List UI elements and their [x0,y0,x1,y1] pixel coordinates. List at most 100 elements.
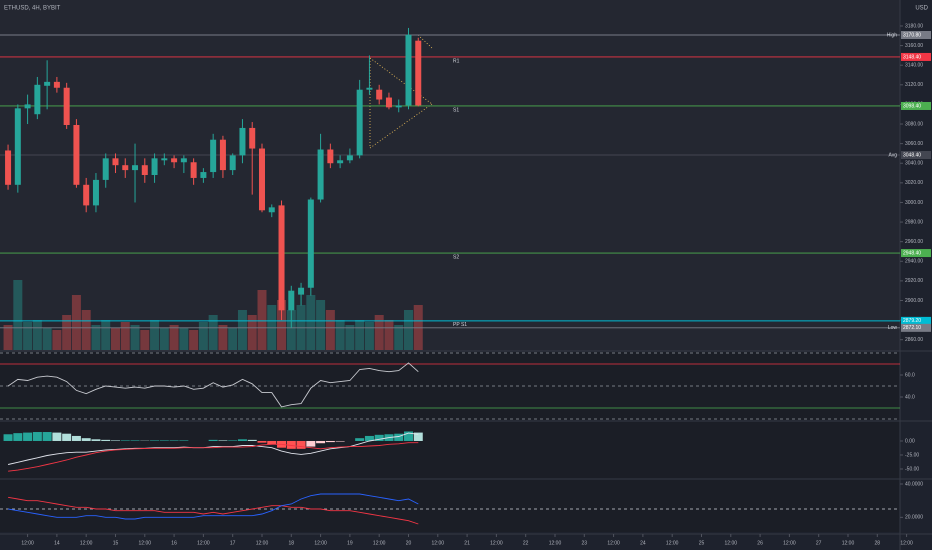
volume-bar [364,322,374,350]
x-tick-label: 14 [54,540,60,546]
x-tick-label: 18 [289,540,295,546]
histogram-bar [23,432,33,441]
candle-body [278,205,285,311]
histogram-bar [81,438,91,441]
histogram-bar [179,440,189,441]
x-tick-label: 12:00 [549,540,562,546]
candle-body [415,40,422,106]
x-tick-label: 19 [347,540,353,546]
pattern-line [369,103,433,149]
histogram-bar [13,433,23,441]
histogram-bar [257,440,267,443]
y-tick-label: 3180.00 [905,23,923,29]
volume-bar [374,315,384,350]
price-tag-label: 2948.40 [903,250,921,256]
level-name: R1 [453,58,460,64]
candle-body [53,81,60,88]
histogram-bar [394,433,404,441]
histogram-bar [3,434,13,441]
x-tick-label: 15 [113,540,119,546]
price-tag [901,31,931,39]
histogram-bar [101,439,111,441]
y-tick-label: 2980.00 [905,219,923,225]
volume-bar [169,325,179,350]
y-tick-label: 2960.00 [905,239,923,245]
candle-body [102,158,109,180]
y-tick-label: 40.0000 [905,481,923,487]
pattern [369,34,433,149]
candle-body [229,155,236,171]
y-tick-label: 3080.00 [905,121,923,127]
price-tag [901,249,931,258]
candle-body [268,207,275,213]
candle-body [180,158,187,163]
candle-body [151,158,158,175]
volume-bar [335,320,345,350]
volume-bar [130,325,140,350]
price-tag-label: 3148.40 [903,54,921,60]
main-pane [0,0,900,351]
candle-body [327,149,334,164]
y-tick-label: 40.0 [905,394,915,400]
price-tag-label: 2872.10 [903,325,921,331]
candle-body [385,97,392,108]
candle-body [112,158,119,166]
histogram-bar [208,439,218,441]
x-tick-label: 28 [875,540,881,546]
volume-bar [71,295,81,350]
histogram-bar [286,440,296,449]
volume-bar [403,310,413,350]
candle-body [346,155,353,161]
histogram-bar [237,439,247,441]
y-tick-label: 3020.00 [905,180,923,186]
indicator-panes [0,352,900,532]
x-tick-label: 12:00 [256,540,269,546]
y-tick-label: 3060.00 [905,141,923,147]
histogram-bar [159,440,169,441]
volume-bar [316,300,326,350]
price-tag-label: 3048.40 [903,152,921,158]
volume-bar [42,328,52,350]
volume-bar [247,315,257,350]
y-tick-label: 2860.00 [905,337,923,343]
histogram-bar [91,439,101,441]
volume-bar [218,325,228,350]
volume-bar [32,320,42,350]
x-tick-label: 27 [816,540,822,546]
x-tick-label: 12:00 [314,540,327,546]
candle-body [161,158,168,161]
candle-body [210,139,217,173]
volume-bar [277,300,287,350]
histogram-bar [296,440,306,449]
x-tick-label: 12:00 [725,540,738,546]
candle-body [317,149,324,200]
candle-body [239,127,246,156]
x-tick-label: 17 [230,540,236,546]
x-tick-label: 12:00 [666,540,679,546]
pattern-line [417,34,433,49]
level-name: Avg [888,152,897,158]
candle-body [122,165,129,171]
candle-body [356,89,363,156]
x-tick-label: 12:00 [783,540,796,546]
x-tick-label: 21 [464,540,470,546]
x-tick-label: 12:00 [490,540,503,546]
volume-bar [81,310,91,350]
candle-body [395,105,402,108]
histogram-bar [71,435,81,441]
price-tag [901,323,931,332]
price-tag-label: 3170.80 [903,32,921,38]
candle-body [376,89,383,100]
histogram-bar [374,434,384,441]
y-tick-label: 3160.00 [905,43,923,49]
price-tag-label: 2879.20 [903,318,921,324]
volume-bar [198,322,208,350]
candle-body [307,199,314,288]
volume-bar [355,320,365,350]
x-tick-label: 12:00 [21,540,34,546]
volume-bar [325,310,335,350]
x-tick-label: 23 [582,540,588,546]
price-tag [901,52,931,61]
volume-bar [91,325,101,350]
